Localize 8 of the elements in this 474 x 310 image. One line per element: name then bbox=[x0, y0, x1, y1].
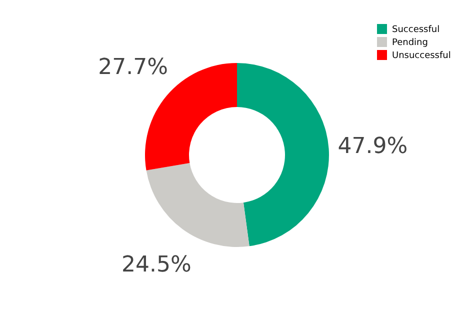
data-label: 47.9% bbox=[338, 134, 408, 159]
data-label: 24.5% bbox=[121, 252, 192, 278]
legend-label: Pending bbox=[392, 38, 428, 48]
legend-label: Successful bbox=[392, 25, 440, 35]
data-label: 27.7% bbox=[98, 55, 168, 80]
legend-label: Unsuccessful bbox=[392, 51, 451, 61]
donut-slice bbox=[237, 63, 329, 246]
donut-slice bbox=[146, 163, 250, 247]
